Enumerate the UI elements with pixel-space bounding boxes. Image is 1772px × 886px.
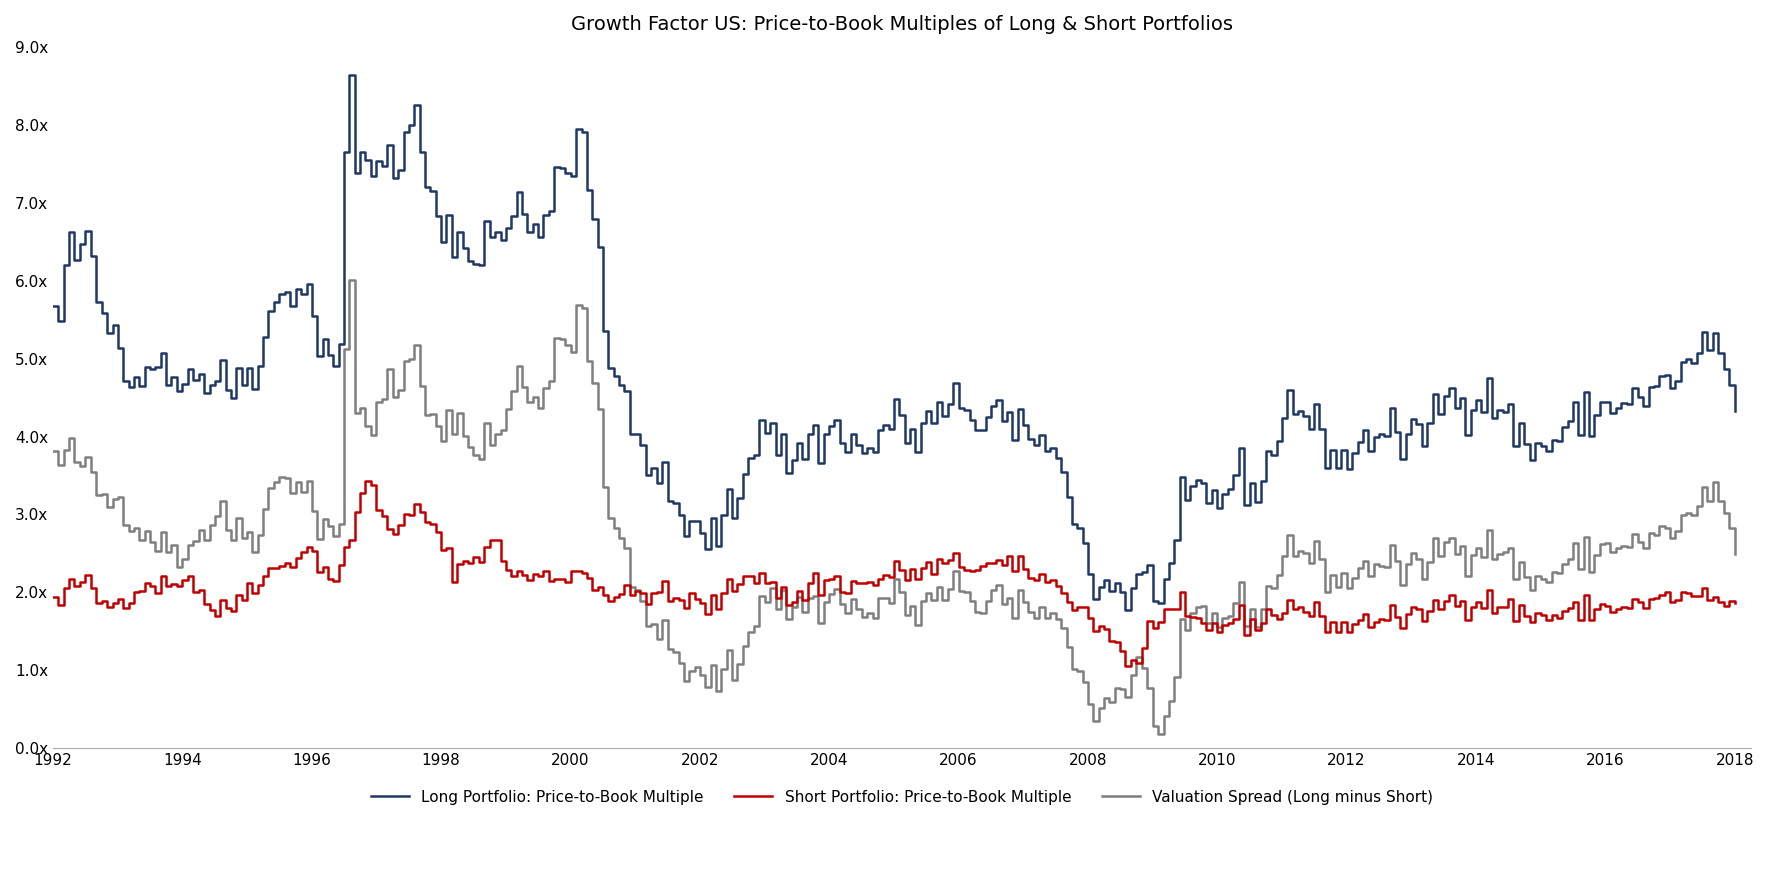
Long Portfolio: Price-to-Book Multiple: (2e+03, 8.64): Price-to-Book Multiple: (2e+03, 8.64) — [338, 69, 360, 80]
Long Portfolio: Price-to-Book Multiple: (1.99e+03, 5.67): Price-to-Book Multiple: (1.99e+03, 5.67) — [43, 300, 64, 311]
Long Portfolio: Price-to-Book Multiple: (2.02e+03, 4.41): Price-to-Book Multiple: (2.02e+03, 4.41) — [1616, 399, 1637, 409]
Valuation Spread (Long minus Short) — [338, 275, 360, 285]
Long Portfolio: Price-to-Book Multiple: (1.99e+03, 5.58): Price-to-Book Multiple: (1.99e+03, 5.58) — [90, 308, 112, 319]
Long Portfolio: Price-to-Book Multiple: (2.01e+03, 1.78): Price-to-Book Multiple: (2.01e+03, 1.78) — [1115, 604, 1136, 615]
Valuation Spread (Long minus Short) — [43, 446, 64, 456]
Title: Growth Factor US: Price-to-Book Multiples of Long & Short Portfolios: Growth Factor US: Price-to-Book Multiple… — [571, 15, 1233, 34]
Valuation Spread (Long minus Short) — [581, 378, 602, 389]
Long Portfolio: Price-to-Book Multiple: (2e+03, 6.82): Price-to-Book Multiple: (2e+03, 6.82) — [500, 211, 521, 222]
Valuation Spread (Long minus Short) — [1616, 542, 1637, 553]
Short Portfolio: Price-to-Book Multiple: (2.02e+03, 1.8): Price-to-Book Multiple: (2.02e+03, 1.8) — [1616, 602, 1637, 613]
Short Portfolio: Price-to-Book Multiple: (2.02e+03, 1.87): Price-to-Book Multiple: (2.02e+03, 1.87) — [1724, 597, 1745, 608]
Short Portfolio: Price-to-Book Multiple: (2e+03, 2.21): Price-to-Book Multiple: (2e+03, 2.21) — [500, 571, 521, 581]
Long Portfolio: Price-to-Book Multiple: (2.01e+03, 4): Price-to-Book Multiple: (2.01e+03, 4) — [1373, 431, 1395, 442]
Line: Short Portfolio: Price-to-Book Multiple: Short Portfolio: Price-to-Book Multiple — [53, 481, 1735, 666]
Long Portfolio: Price-to-Book Multiple: (2e+03, 6.79): Price-to-Book Multiple: (2e+03, 6.79) — [581, 214, 602, 224]
Valuation Spread (Long minus Short) — [1373, 562, 1395, 572]
Valuation Spread (Long minus Short) — [1233, 620, 1255, 631]
Short Portfolio: Price-to-Book Multiple: (2e+03, 2.04): Price-to-Book Multiple: (2e+03, 2.04) — [581, 584, 602, 595]
Legend: Long Portfolio: Price-to-Book Multiple, Short Portfolio: Price-to-Book Multiple,: Long Portfolio: Price-to-Book Multiple, … — [365, 783, 1439, 811]
Short Portfolio: Price-to-Book Multiple: (2.01e+03, 1.65): Price-to-Book Multiple: (2.01e+03, 1.65) — [1373, 615, 1395, 626]
Valuation Spread (Long minus Short) — [1146, 728, 1168, 739]
Long Portfolio: Price-to-Book Multiple: (2.02e+03, 4.32): Price-to-Book Multiple: (2.02e+03, 4.32) — [1724, 406, 1745, 416]
Valuation Spread (Long minus Short) — [1724, 548, 1745, 559]
Short Portfolio: Price-to-Book Multiple: (1.99e+03, 1.89): Price-to-Book Multiple: (1.99e+03, 1.89) — [90, 595, 112, 606]
Line: Long Portfolio: Price-to-Book Multiple: Long Portfolio: Price-to-Book Multiple — [53, 74, 1735, 610]
Line: Valuation Spread (Long minus Short): Valuation Spread (Long minus Short) — [53, 280, 1735, 734]
Valuation Spread (Long minus Short) — [90, 488, 112, 499]
Long Portfolio: Price-to-Book Multiple: (2.01e+03, 3.12): Price-to-Book Multiple: (2.01e+03, 3.12) — [1233, 500, 1255, 510]
Valuation Spread (Long minus Short) — [500, 385, 521, 396]
Short Portfolio: Price-to-Book Multiple: (2e+03, 3.43): Price-to-Book Multiple: (2e+03, 3.43) — [354, 476, 376, 486]
Short Portfolio: Price-to-Book Multiple: (2.01e+03, 1.06): Price-to-Book Multiple: (2.01e+03, 1.06) — [1115, 661, 1136, 672]
Short Portfolio: Price-to-Book Multiple: (2.01e+03, 1.45): Price-to-Book Multiple: (2.01e+03, 1.45) — [1233, 630, 1255, 641]
Short Portfolio: Price-to-Book Multiple: (1.99e+03, 1.94): Price-to-Book Multiple: (1.99e+03, 1.94) — [43, 592, 64, 602]
